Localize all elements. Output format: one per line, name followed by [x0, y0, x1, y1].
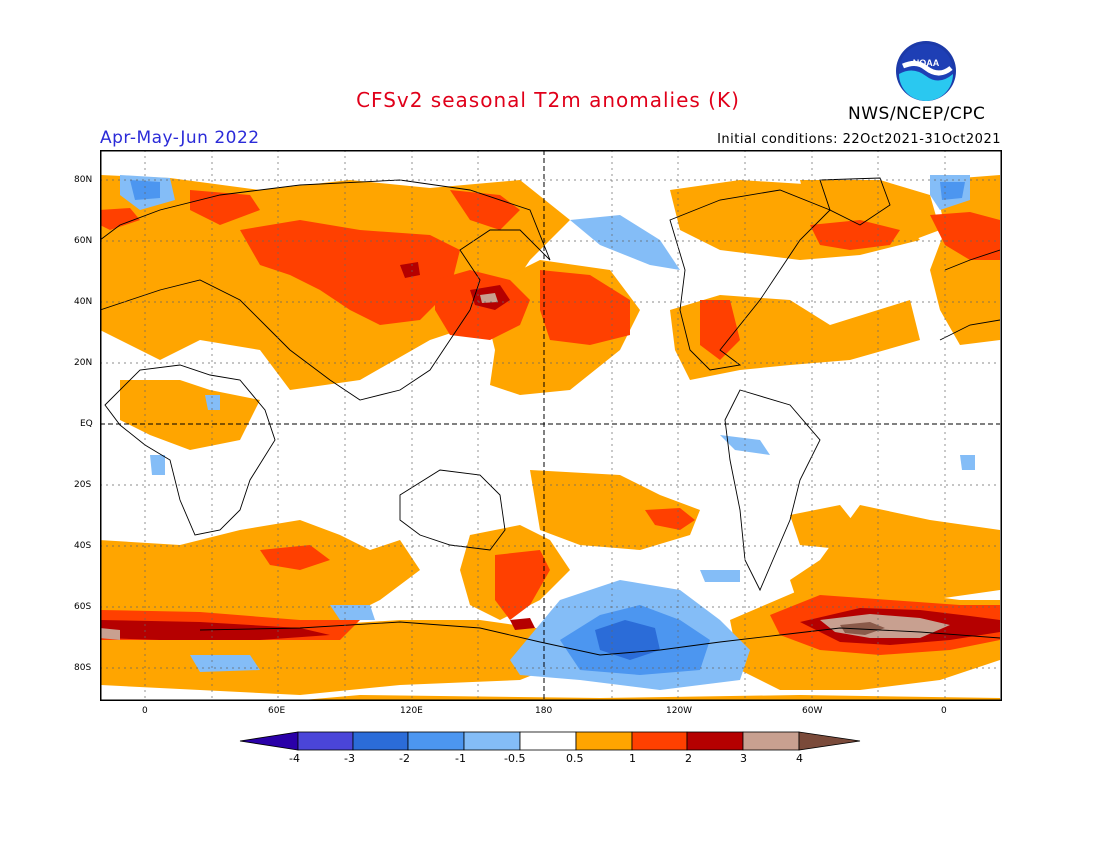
colorbar-label-1: 1 — [629, 752, 636, 765]
colorbar-segment-1 — [463, 731, 521, 751]
noaa-logo: NOAA — [896, 41, 956, 101]
colorbar-segment-pos-4 — [742, 731, 800, 751]
colorbar-segment-lt-4 — [239, 731, 299, 751]
colorbar-segment-pos-2 — [631, 731, 688, 751]
colorbar-label-m3: -3 — [344, 752, 355, 765]
colorbar-label-m05: -0.5 — [504, 752, 526, 765]
organization-label: NWS/NCEP/CPC — [848, 104, 986, 124]
lat-label-60s: 60S — [74, 602, 92, 612]
colorbar — [239, 731, 861, 751]
noaa-logo-text: NOAA — [913, 58, 940, 68]
lon-label-120e: 120E — [400, 706, 423, 716]
colorbar-segment-gt-4 — [798, 731, 861, 751]
colorbar-segment-pos-3 — [686, 731, 744, 751]
colorbar-label-05: 0.5 — [566, 752, 584, 765]
colorbar-segment-3 — [352, 731, 409, 751]
lon-label-180: 180 — [535, 706, 553, 716]
graticule — [101, 151, 1000, 700]
colorbar-segment-2 — [407, 731, 465, 751]
colorbar-segment-4 — [297, 731, 354, 751]
anomaly-layer-4 — [840, 622, 885, 635]
colorbar-label-m2: -2 — [399, 752, 410, 765]
lat-label-80n: 80N — [74, 175, 93, 185]
lon-label-120w: 120W — [666, 706, 693, 716]
colorbar-segment-neutral — [519, 731, 577, 751]
anomaly-map — [100, 150, 1002, 701]
colorbar-label-2: 2 — [685, 752, 692, 765]
map-title: CFSv2 seasonal T2m anomalies (K) — [356, 88, 740, 112]
lat-label-40n: 40N — [74, 297, 93, 307]
lat-label-20n: 20N — [74, 358, 93, 368]
initial-conditions-label: Initial conditions: 22Oct2021-31Oct2021 — [717, 132, 1001, 147]
colorbar-label-m1: -1 — [455, 752, 466, 765]
reference-lines — [101, 151, 1000, 700]
lat-label-80s: 80S — [74, 663, 92, 673]
colorbar-label-m4: -4 — [289, 752, 300, 765]
lon-label-60w: 60W — [802, 706, 823, 716]
forecast-period: Apr-May-Jun 2022 — [100, 128, 260, 148]
lon-label-60e: 60E — [268, 706, 286, 716]
anomaly-layer-neg-2 — [595, 620, 660, 660]
lat-label-20s: 20S — [74, 480, 92, 490]
lat-label-40s: 40S — [74, 541, 92, 551]
lon-label-0: 0 — [142, 706, 148, 716]
lat-label-60n: 60N — [74, 236, 93, 246]
colorbar-label-4: 4 — [796, 752, 803, 765]
colorbar-segment-pos-1 — [575, 731, 633, 751]
coastlines — [101, 177, 1000, 656]
map-frame — [100, 150, 1002, 701]
colorbar-label-3: 3 — [740, 752, 747, 765]
lon-label-0-east: 0 — [941, 706, 947, 716]
lat-label-eq: EQ — [80, 419, 93, 429]
